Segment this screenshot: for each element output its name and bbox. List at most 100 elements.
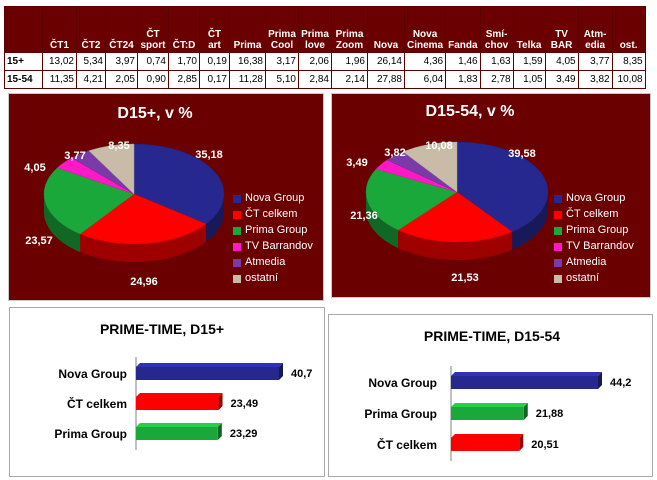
pie-title: D15-54, v % xyxy=(426,103,515,120)
pie-data-label: 23,57 xyxy=(25,235,53,247)
legend-swatch xyxy=(233,227,241,235)
table-cell: 2,85 xyxy=(169,71,200,89)
table-cell: 1,05 xyxy=(513,71,545,89)
column-header: ČT2 xyxy=(77,7,106,53)
pie-data-label: 21,36 xyxy=(350,210,378,222)
bar xyxy=(451,376,598,389)
column-header: Fanda xyxy=(446,7,480,53)
pie-data-label: 35,18 xyxy=(195,149,223,161)
table-cell: 4,05 xyxy=(545,53,578,71)
pie-data-label: 24,96 xyxy=(130,276,158,288)
table-cell: 16,38 xyxy=(230,53,266,71)
column-header: ČT sport xyxy=(138,7,169,53)
table-cell: 3,77 xyxy=(578,53,612,71)
bar-category-label: ČT celkem xyxy=(67,396,127,411)
table-cell: 2,14 xyxy=(332,71,368,89)
bar-category-label: ČT celkem xyxy=(377,437,437,452)
column-header: Smí-chov xyxy=(480,7,513,53)
bar-value-label: 23,49 xyxy=(231,398,259,410)
table-cell: 3,97 xyxy=(106,53,138,71)
bar xyxy=(451,407,524,420)
table-cell: 13,02 xyxy=(43,53,77,71)
column-header: Nova Cinema xyxy=(405,7,446,53)
column-header: ost. xyxy=(612,7,645,53)
bar-top-face xyxy=(451,372,602,376)
table-cell: 1,63 xyxy=(480,53,513,71)
legend-label: TV Barrandov xyxy=(566,240,634,252)
table-cell: 1,70 xyxy=(169,53,200,71)
column-header: Nova xyxy=(368,7,405,53)
bar-top-face xyxy=(451,434,523,438)
legend-swatch xyxy=(554,227,562,235)
bar-top-face xyxy=(136,393,223,397)
pie-legend: Nova Group ČT celkem Prima Group TV Barrand… xyxy=(554,192,648,288)
bar-chart-svg: PRIME-TIME, D15+ Nova Group 40,7 ČT celkem 2… xyxy=(10,308,324,476)
table-header-row: ČT1 ČT2 ČT24 ČT sport ČT:D ČT art Prima … xyxy=(5,7,646,53)
table-cell: 11,28 xyxy=(230,71,266,89)
bar xyxy=(136,397,219,410)
pie-data-label: 21,53 xyxy=(451,272,479,284)
pie-data-label: 3,77 xyxy=(64,150,85,162)
table-cell: 26,14 xyxy=(368,53,405,71)
table-cell: 3,49 xyxy=(545,71,578,89)
table-cell: 3,17 xyxy=(266,53,299,71)
column-header: Telka xyxy=(513,7,545,53)
table-cell: 1,96 xyxy=(332,53,368,71)
bar xyxy=(136,367,279,380)
table-cell: 1,46 xyxy=(446,53,480,71)
column-header: ČT24 xyxy=(106,7,138,53)
legend-label: Prima Group xyxy=(566,224,628,236)
row-label: 15+ xyxy=(5,53,43,71)
column-header: Prima Zoom xyxy=(332,7,368,53)
pie-title: D15+, v % xyxy=(117,105,192,122)
table-cell: 4,21 xyxy=(77,71,106,89)
column-header: Prima xyxy=(230,7,266,53)
bar-chart-title: PRIME-TIME, D15+ xyxy=(100,321,224,337)
legend-swatch xyxy=(554,275,562,283)
bar-category-label: Prima Group xyxy=(364,407,437,421)
share-table: ČT1 ČT2 ČT24 ČT sport ČT:D ČT art Prima … xyxy=(4,6,646,89)
column-header: Prima Cool xyxy=(266,7,299,53)
table-cell: 10,08 xyxy=(612,71,645,89)
legend-label: ČT celkem xyxy=(245,208,297,220)
row-label: 15-54 xyxy=(5,71,43,89)
column-header: ČT art xyxy=(200,7,230,53)
pie-chart-d15plus: D15+, v % 35,18 24,96 23,57 4,05 3,77 8,35 Nov… xyxy=(8,93,324,301)
bar-chart-prime-time-d15plus: PRIME-TIME, D15+ Nova Group 40,7 ČT celkem 2… xyxy=(9,307,325,477)
bar-chart-svg: PRIME-TIME, D15-54 Nova Group 44,2 Prima Gr… xyxy=(329,315,652,476)
table-cell: 1,59 xyxy=(513,53,545,71)
bar-chart-title: PRIME-TIME, D15-54 xyxy=(424,328,560,344)
column-header: ČT:D xyxy=(169,7,200,53)
pie-data-label: 10,08 xyxy=(425,140,453,152)
legend-swatch xyxy=(554,243,562,251)
bar-top-face xyxy=(136,423,222,427)
legend-label: Atmedia xyxy=(566,256,606,268)
bar xyxy=(136,427,218,440)
table-cell: 3,82 xyxy=(578,71,612,89)
pie-data-label: 4,05 xyxy=(24,162,45,174)
bar-value-label: 44,2 xyxy=(610,377,631,389)
pie-legend: Nova Group ČT celkem Prima Group TV Barrand… xyxy=(233,192,323,288)
bar-value-label: 40,7 xyxy=(291,368,312,380)
table-row: 15+ 13,02 5,34 3,97 0,74 1,70 0,19 16,38… xyxy=(5,53,646,71)
column-header: ČT1 xyxy=(43,7,77,53)
table-cell: 5,34 xyxy=(77,53,106,71)
table-cell: 5,10 xyxy=(266,71,299,89)
pie-data-label: 39,58 xyxy=(508,148,536,160)
bar-chart-prime-time-d15-54: PRIME-TIME, D15-54 Nova Group 44,2 Prima Gr… xyxy=(328,314,653,477)
bar-value-label: 23,29 xyxy=(230,428,258,440)
legend-swatch xyxy=(554,259,562,267)
table-cell: 2,84 xyxy=(299,71,332,89)
bar-category-label: Nova Group xyxy=(58,367,127,381)
table-cell: 4,36 xyxy=(405,53,446,71)
legend-label: ostatní xyxy=(566,272,599,284)
table-cell: 2,05 xyxy=(106,71,138,89)
legend-label: Atmedia xyxy=(245,256,285,268)
legend-swatch xyxy=(233,243,241,251)
legend-label: Prima Group xyxy=(245,224,307,236)
table-cell: 0,19 xyxy=(200,53,230,71)
pie-data-label: 3,49 xyxy=(346,157,367,169)
pie-data-label: 3,82 xyxy=(384,147,405,159)
legend-swatch xyxy=(233,195,241,203)
bar-top-face xyxy=(136,363,283,367)
